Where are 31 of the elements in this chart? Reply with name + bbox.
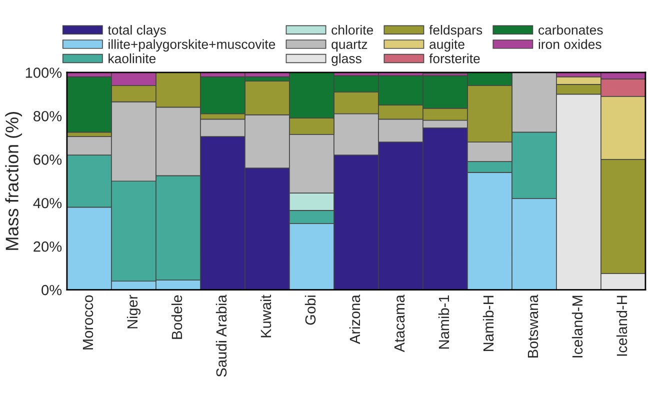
x-tick-label: Namib-1 [438, 295, 450, 349]
y-tick-label: 60% [34, 154, 62, 165]
legend-label: forsterite [429, 54, 480, 64]
x-tick-label: Niger [126, 294, 140, 328]
x-tick-label: Botswana [528, 294, 538, 358]
y-axis-title: Mass fraction (%) [5, 112, 22, 250]
legend-label: glass [332, 54, 362, 66]
legend-label: chlorite [332, 24, 374, 35]
legend-label: carbonates [538, 24, 603, 35]
x-tick-label: Iceland-H [616, 296, 628, 356]
y-tick-label: 80% [34, 111, 62, 122]
x-tick-label: Morocco [82, 295, 94, 350]
x-tick-label: Iceland-M [572, 296, 583, 358]
legend-label: illite+palygorskite+muscovite [108, 39, 276, 52]
y-tick-label: 100% [26, 68, 62, 78]
y-tick-label: 40% [33, 198, 62, 208]
x-tick-label: Atacama [394, 294, 405, 352]
y-tick-label: 0% [42, 284, 62, 296]
x-tick-label: Gobi [304, 296, 316, 325]
legend-label: iron oxides [538, 39, 602, 49]
x-tick-label: Namib-H [482, 296, 494, 351]
x-tick-label: Arizona [349, 294, 360, 344]
legend-label: feldspars [429, 24, 482, 38]
legend-label: quartz [332, 40, 368, 52]
legend-label: total clays [108, 24, 166, 38]
y-tick-label: 20% [34, 241, 62, 252]
x-tick-label: Saudi Arabia [216, 294, 227, 377]
x-tick-label: Bodele [171, 295, 182, 339]
x-tick-label: Kuwait [260, 294, 272, 338]
legend-label: augite [430, 39, 464, 52]
legend-label: kaolinite [108, 54, 156, 64]
